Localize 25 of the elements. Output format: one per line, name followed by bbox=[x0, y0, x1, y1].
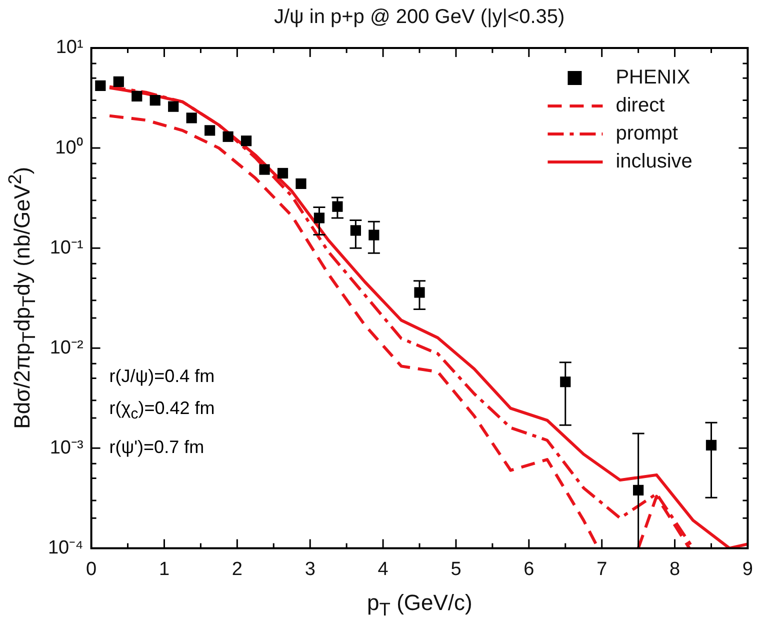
x-tick-label: 8 bbox=[669, 558, 680, 580]
annotation: r(J/ψ)=0.4 fm bbox=[109, 365, 215, 388]
y-tick-label: 10¹ bbox=[56, 37, 84, 58]
annotation: r(χ$_{c}$)=0.42 fm bbox=[109, 397, 215, 425]
x-tick-label: 6 bbox=[524, 558, 534, 580]
y-tick-label: 10⁻³ bbox=[50, 437, 84, 458]
x-tick-label: 3 bbox=[304, 558, 316, 580]
annotation: r(ψ')=0.7 fm bbox=[109, 436, 206, 459]
x-tick-label: 7 bbox=[596, 558, 608, 580]
x-tick-label: 9 bbox=[742, 558, 754, 580]
legend-label: prompt bbox=[616, 122, 678, 145]
x-tick-label: 4 bbox=[378, 558, 389, 580]
y-tick-label: 10⁰ bbox=[55, 136, 84, 158]
legend-label: inclusive bbox=[616, 150, 692, 173]
x-axis-title: p$_{T}$ (GeV/c) bbox=[367, 590, 472, 620]
y-tick-label: 10⁻² bbox=[50, 337, 84, 358]
x-tick-label: 1 bbox=[158, 558, 170, 580]
x-tick-label: 5 bbox=[450, 558, 462, 580]
x-tick-label: 2 bbox=[232, 558, 242, 580]
legend-label: PHENIX bbox=[616, 66, 690, 89]
chart-title: J/ψ in p+p @ 200 GeV (|y|<0.35) bbox=[274, 6, 565, 29]
legend-label: direct bbox=[616, 94, 666, 117]
y-tick-label: 10⁻⁴ bbox=[48, 537, 84, 558]
x-tick-label: 0 bbox=[86, 558, 97, 580]
y-tick-label: 10⁻¹ bbox=[50, 237, 84, 258]
